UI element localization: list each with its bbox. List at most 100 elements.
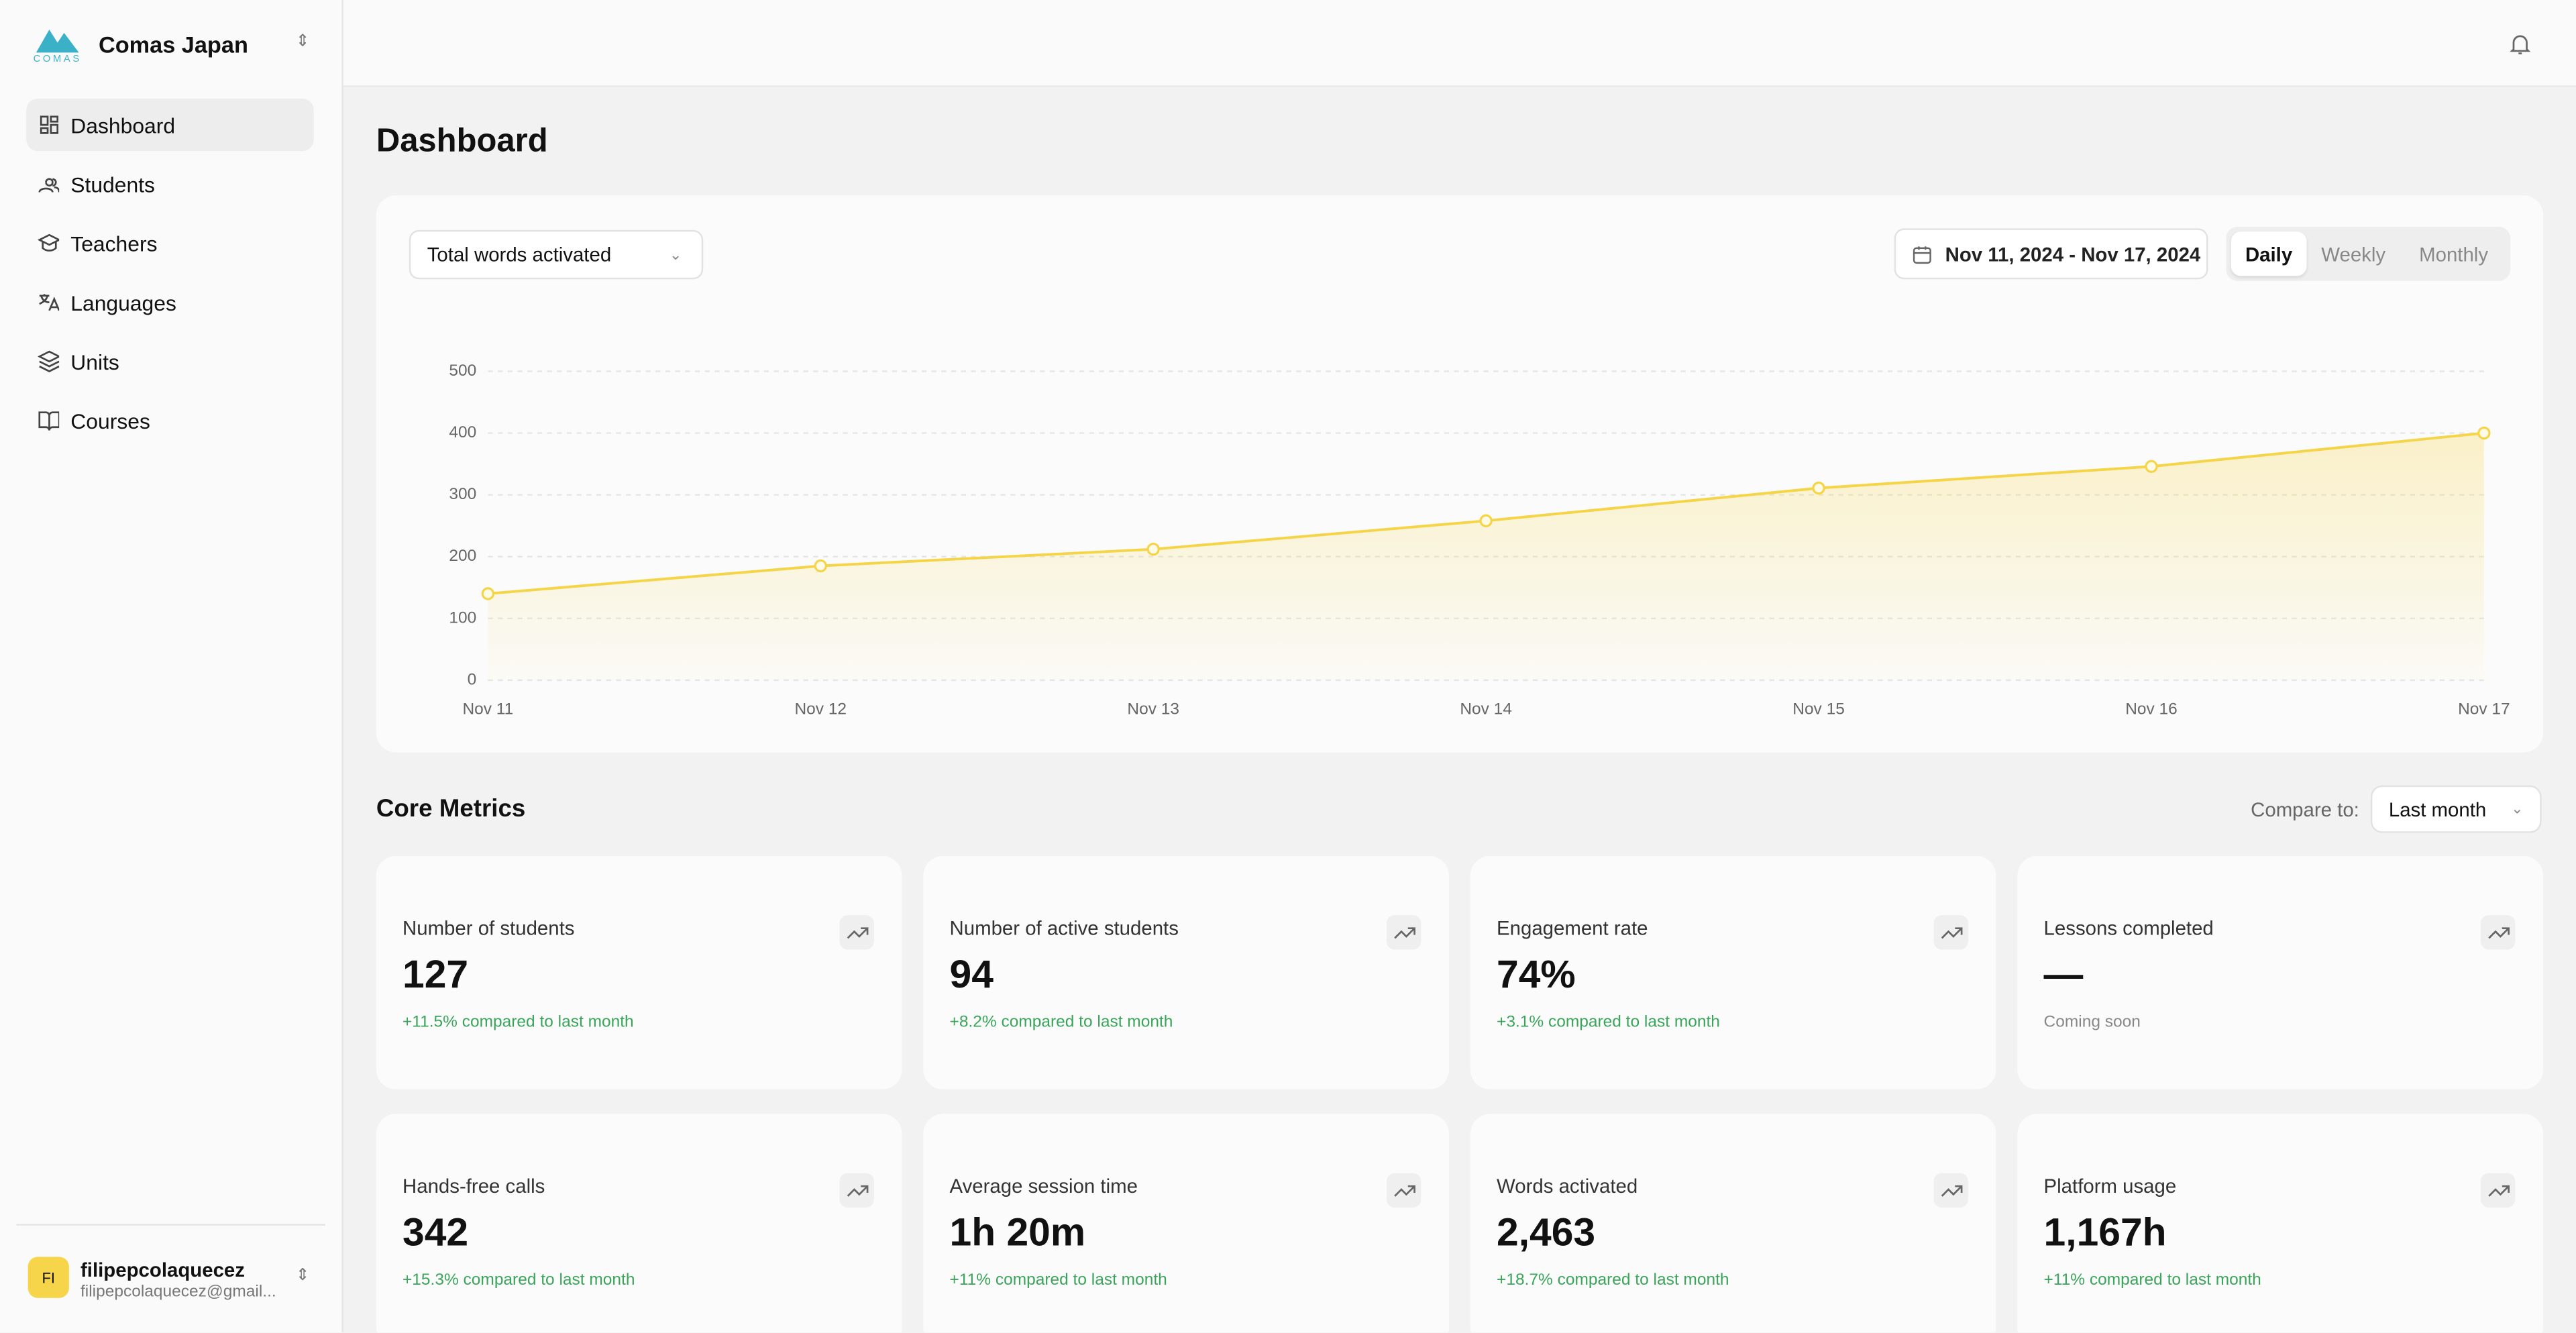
nav-label: Units: [70, 349, 119, 374]
nav-label: Teachers: [70, 231, 158, 256]
x-tick-label: Nov 11: [462, 700, 513, 718]
date-range-label: Nov 11, 2024 - Nov 17, 2024: [1945, 242, 2201, 266]
metric-select-label: Total words activated: [427, 243, 612, 266]
y-tick-label: 100: [449, 608, 476, 627]
metric-value: 342: [402, 1210, 469, 1256]
page-title: Dashboard: [376, 123, 548, 160]
metric-note: Coming soon: [2043, 1014, 2141, 1032]
nav-item[interactable]: Dashboard: [26, 98, 314, 152]
metric-card: Hands-free calls 342 +15.3% compared to la…: [376, 1114, 902, 1333]
point: [2477, 426, 2491, 440]
user-email: filipepcolaquecez@gmail...: [80, 1283, 276, 1301]
x-tick-label: Nov 14: [1460, 700, 1512, 718]
org-switch[interactable]: ⇕: [295, 32, 310, 51]
metric-change: +15.3% compared to last month: [402, 1271, 635, 1290]
y-tick-label: 0: [468, 670, 477, 688]
top-bar: [343, 0, 2576, 87]
trend-icon[interactable]: [1933, 1173, 1968, 1208]
nav-item[interactable]: Teachers: [26, 217, 314, 269]
metric-card: Lessons completed — Coming soon: [2017, 855, 2544, 1089]
point: [814, 559, 827, 573]
trend-icon[interactable]: [1386, 1173, 1421, 1208]
x-tick-label: Nov 12: [795, 700, 847, 718]
nav-item[interactable]: Units: [26, 335, 314, 388]
metric-card: Number of active students 94 +8.2% compare…: [923, 855, 1450, 1089]
point: [1812, 481, 1825, 495]
logo-text: COMAS: [34, 54, 82, 64]
nav-label: Languages: [70, 290, 176, 315]
trend-icon[interactable]: [2480, 915, 2516, 950]
metric-value: —: [2043, 953, 2084, 998]
trend-icon[interactable]: [839, 915, 874, 950]
x-tick-label: Nov 17: [2458, 700, 2510, 718]
metric-title: Platform usage: [2043, 1175, 2177, 1198]
chart: 0 100 200 300 400 500 Nov 11 Nov 12 Nov 13 Nov 14…: [449, 362, 2510, 718]
section-title: Core Metrics: [376, 795, 526, 823]
compare-label: Compare to:: [2251, 798, 2359, 822]
bell-icon[interactable]: [2509, 33, 2532, 56]
nav-label: Students: [70, 171, 156, 197]
nav-label: Courses: [70, 408, 150, 433]
metric-title: Average session time: [949, 1175, 1138, 1198]
nav-icon: [38, 350, 60, 372]
org-name[interactable]: Comas Japan: [98, 31, 248, 58]
metric-title: Hands-free calls: [402, 1175, 545, 1198]
logo: COMAS: [34, 30, 82, 64]
nav-icon: [38, 411, 60, 431]
metric-change: +11.5% compared to last month: [402, 1014, 634, 1032]
metric-title: Number of students: [402, 916, 575, 940]
metric-title: Engagement rate: [1497, 916, 1648, 940]
metric-value: 94: [949, 953, 994, 998]
metric-value: 74%: [1497, 953, 1576, 998]
metric-change: +18.7% compared to last month: [1497, 1271, 1729, 1290]
trend-icon[interactable]: [1933, 915, 1968, 950]
y-tick-label: 200: [449, 547, 476, 565]
metric-card: Engagement rate 74% +3.1% compared to last…: [1470, 855, 1996, 1089]
point: [1479, 514, 1493, 527]
compare-select[interactable]: Last month ⌄: [2370, 785, 2542, 833]
metric-card: Average session time 1h 20m +11% compared …: [923, 1114, 1450, 1333]
nav-icon: [40, 115, 59, 134]
metric-card: Platform usage 1,167h +11% compared to las…: [2017, 1114, 2544, 1333]
metric-title: Number of active students: [949, 916, 1179, 940]
period-option[interactable]: Weekly: [2321, 242, 2386, 266]
x-tick-label: Nov 15: [1792, 700, 1845, 718]
metric-card: Words activated 2,463 +18.7% compared to l…: [1470, 1114, 1996, 1333]
metric-change: +8.2% compared to last month: [949, 1014, 1173, 1032]
y-tick-label: 500: [449, 362, 476, 380]
metric-value: 2,463: [1497, 1210, 1596, 1256]
nav-label: Dashboard: [70, 112, 176, 138]
area: [488, 433, 2484, 680]
nav-icon: [38, 233, 60, 252]
user-menu[interactable]: ⇕: [295, 1267, 310, 1285]
metric-card: Number of students 127 +11.5% compared to …: [376, 855, 902, 1089]
trend-icon[interactable]: [1386, 915, 1421, 950]
metric-value: 127: [402, 953, 469, 998]
metric-value: 1h 20m: [949, 1210, 1086, 1256]
period-option[interactable]: Daily: [2231, 231, 2307, 276]
point: [1146, 542, 1160, 556]
metric-value: 1,167h: [2043, 1210, 2167, 1256]
point: [2145, 460, 2158, 473]
nav-item[interactable]: Students: [26, 158, 314, 210]
compare-value: Last month: [2388, 797, 2487, 821]
metric-select[interactable]: Total words activated ⌄: [409, 229, 704, 280]
sidebar: COMAS Comas Japan ⇕ Dashboard Students Tea…: [0, 0, 343, 1333]
divider: [16, 1224, 325, 1226]
chart-card: Total words activated ⌄ Nov 11, 2024 - No…: [376, 195, 2544, 753]
period-option[interactable]: Monthly: [2419, 242, 2489, 266]
trend-icon[interactable]: [839, 1173, 874, 1208]
metric-change: +11% compared to last month: [949, 1271, 1167, 1290]
nav-item[interactable]: Courses: [26, 394, 314, 447]
metric-change: +11% compared to last month: [2043, 1271, 2261, 1290]
user-name[interactable]: filipepcolaquecez: [80, 1258, 245, 1282]
metric-change: +3.1% compared to last month: [1497, 1014, 1720, 1032]
nav-icon: [38, 178, 60, 193]
date-range[interactable]: Nov 11, 2024 - Nov 17, 2024: [1894, 228, 2208, 280]
nav-icon: [39, 294, 60, 311]
avatar[interactable]: FI: [28, 1257, 69, 1298]
nav-item[interactable]: Languages: [26, 276, 314, 328]
trend-icon[interactable]: [2480, 1173, 2516, 1208]
y-tick-label: 300: [449, 485, 476, 503]
